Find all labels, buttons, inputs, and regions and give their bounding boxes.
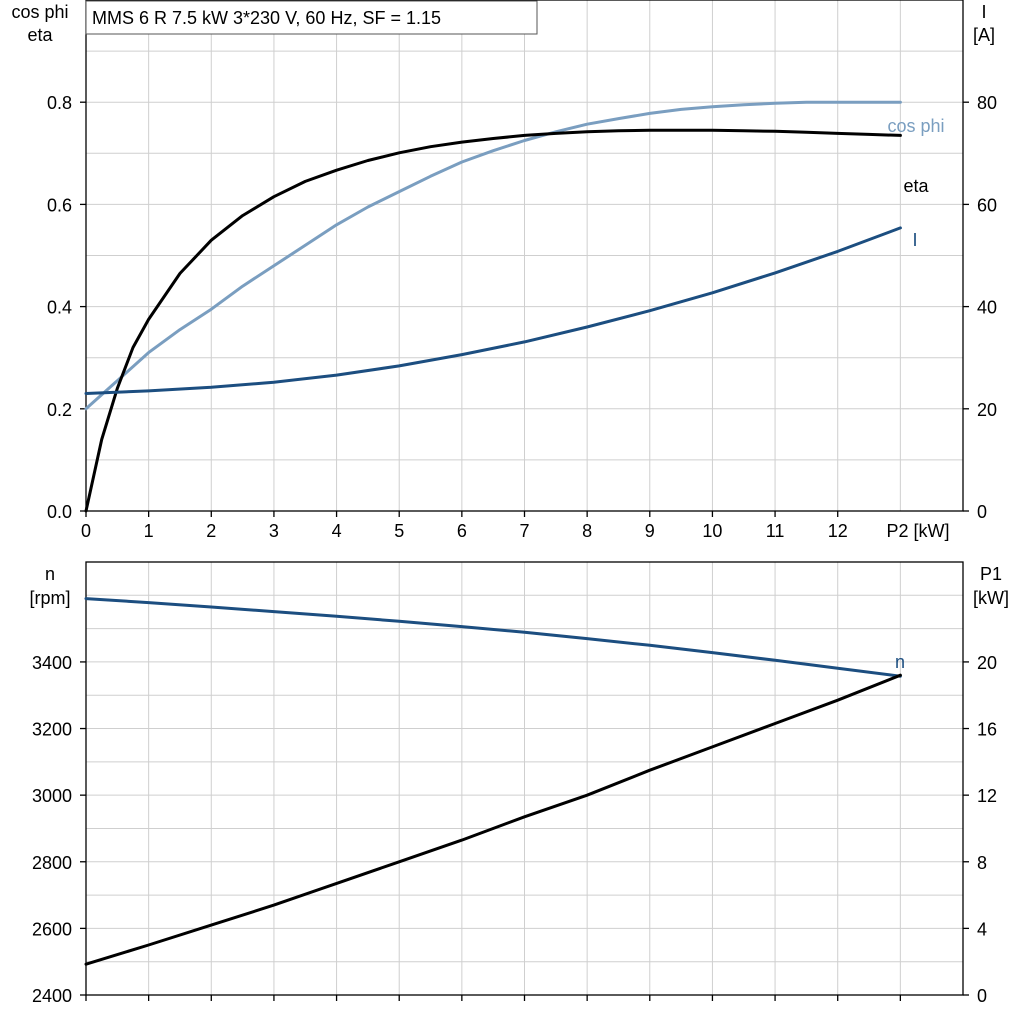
y-right-tick-label: 80	[977, 93, 997, 113]
y-left-tick-label: 0.2	[47, 400, 72, 420]
y-right-tick-label: 0	[977, 502, 987, 522]
x-tick-label: 9	[645, 521, 655, 541]
y-left-tick-label: 2400	[32, 986, 72, 1006]
x-tick-label: 5	[394, 521, 404, 541]
current-curve	[84, 226, 902, 395]
y-left-tick-label: 2600	[32, 919, 72, 939]
y-left-axis-label: [rpm]	[29, 588, 70, 608]
x-tick-label: 12	[828, 521, 848, 541]
y-right-tick-label: 8	[977, 853, 987, 873]
eta-curve	[84, 128, 902, 513]
y-left-tick-label: 0.0	[47, 502, 72, 522]
y-left-tick-label: 2800	[32, 853, 72, 873]
x-tick-label: 7	[519, 521, 529, 541]
y-right-tick-label: 20	[977, 400, 997, 420]
y-right-tick-label: 40	[977, 298, 997, 318]
y-left-tick-label: 3400	[32, 653, 72, 673]
chart-title: MMS 6 R 7.5 kW 3*230 V, 60 Hz, SF = 1.15	[92, 8, 441, 28]
title-box	[85, 0, 538, 35]
series-label-speed: n	[895, 652, 905, 672]
input-power-curve	[84, 673, 902, 966]
x-tick-label: 11	[766, 521, 785, 541]
series-label-eta: eta	[903, 176, 929, 196]
y-left-tick-label: 0.4	[47, 298, 72, 318]
x-tick-label: 3	[269, 521, 279, 541]
y-right-tick-label: 4	[977, 919, 987, 939]
y-right-axis-label: [A]	[973, 25, 995, 45]
x-tick-label: 2	[206, 521, 216, 541]
series-label-cos-phi: cos phi	[887, 116, 944, 136]
x-tick-label: 10	[702, 521, 722, 541]
x-tick-label: 6	[457, 521, 467, 541]
y-left-tick-label: 3200	[32, 720, 72, 740]
y-right-tick-label: 60	[977, 195, 997, 215]
y-left-tick-label: 0.6	[47, 195, 72, 215]
x-tick-label: 8	[582, 521, 592, 541]
y-right-axis-label: P1	[980, 564, 1002, 584]
speed-curve	[84, 597, 902, 678]
y-right-tick-label: 16	[977, 720, 997, 740]
y-right-tick-label: 0	[977, 986, 987, 1006]
y-left-tick-label: 3000	[32, 786, 72, 806]
cos-phi-curve	[84, 100, 902, 411]
series-label-current: I	[912, 230, 917, 250]
y-left-tick-label: 0.8	[47, 93, 72, 113]
x-tick-label: 0	[81, 521, 91, 541]
y-left-axis-label: eta	[27, 25, 53, 45]
y-left-axis-label: n	[45, 564, 55, 584]
y-right-tick-label: 12	[977, 786, 997, 806]
y-right-axis-label: [kW]	[973, 588, 1009, 608]
y-right-tick-label: 20	[977, 653, 997, 673]
y-right-axis-label: I	[981, 2, 986, 22]
x-tick-label: 1	[144, 521, 154, 541]
x-axis-label: P2 [kW]	[886, 521, 949, 541]
y-left-axis-label: cos phi	[11, 2, 68, 22]
x-tick-label: 4	[332, 521, 342, 541]
